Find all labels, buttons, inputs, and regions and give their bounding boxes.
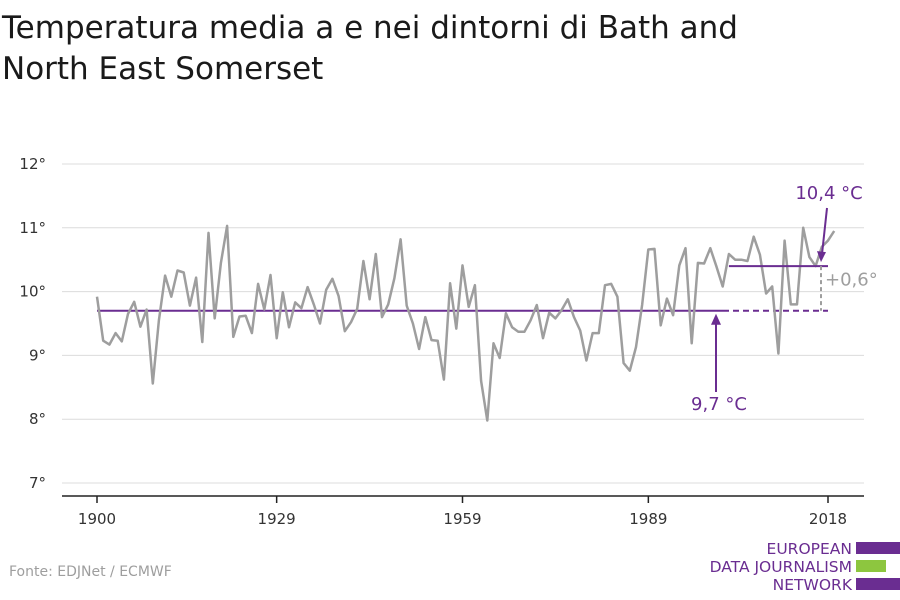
annotation-recent: 10,4 °C (795, 183, 863, 263)
y-tick-label-9: 9° (29, 346, 46, 364)
annotation-baseline: 9,7 °C (691, 313, 747, 415)
grid-lines (62, 163, 864, 484)
recent-arrow-shaft (821, 207, 828, 255)
difference-label: +0,6° (825, 269, 878, 290)
baseline-arrow-head-icon (711, 313, 721, 325)
title-line-1: Temperatura media a e nei dintorni di Ba… (1, 10, 738, 46)
logo-line-network: NETWORK (773, 576, 853, 594)
chart-title: Temperatura media a e nei dintorni di Ba… (1, 10, 738, 87)
baseline-average-label: 9,7 °C (691, 394, 747, 415)
x-tick-label-2018: 2018 (809, 510, 847, 528)
x-tick-label-1900: 1900 (78, 510, 116, 528)
x-tick-label-1989: 1989 (629, 510, 667, 528)
y-tick-label-11: 11° (19, 219, 46, 237)
temperature-series-line (95, 224, 836, 422)
recent-arrow-head-icon (817, 251, 826, 263)
x-tick-label-1959: 1959 (443, 510, 481, 528)
edjnet-logo: EUROPEAN DATA JOURNALISM NETWORK (710, 540, 900, 594)
x-tick-label-1929: 1929 (258, 510, 296, 528)
y-tick-label-12: 12° (19, 155, 46, 173)
logo-line-data-journalism: DATA JOURNALISM (710, 558, 852, 576)
recent-average-label: 10,4 °C (795, 183, 862, 204)
logo-line-european: EUROPEAN (767, 540, 852, 558)
y-axis-tick-labels: 7° 8° 9° 10° 11° 12° (19, 155, 46, 492)
x-axis-ticks: 1900 1929 1959 1989 2018 (78, 496, 847, 528)
logo-bar-bottom (856, 578, 900, 590)
title-line-2: North East Somerset (2, 51, 323, 87)
y-tick-label-10: 10° (19, 283, 46, 301)
logo-bar-middle (856, 560, 886, 572)
source-credit: Fonte: EDJNet / ECMWF (9, 564, 172, 580)
y-tick-label-7: 7° (29, 474, 46, 492)
logo-bar-top (856, 542, 900, 554)
y-tick-label-8: 8° (29, 410, 46, 428)
